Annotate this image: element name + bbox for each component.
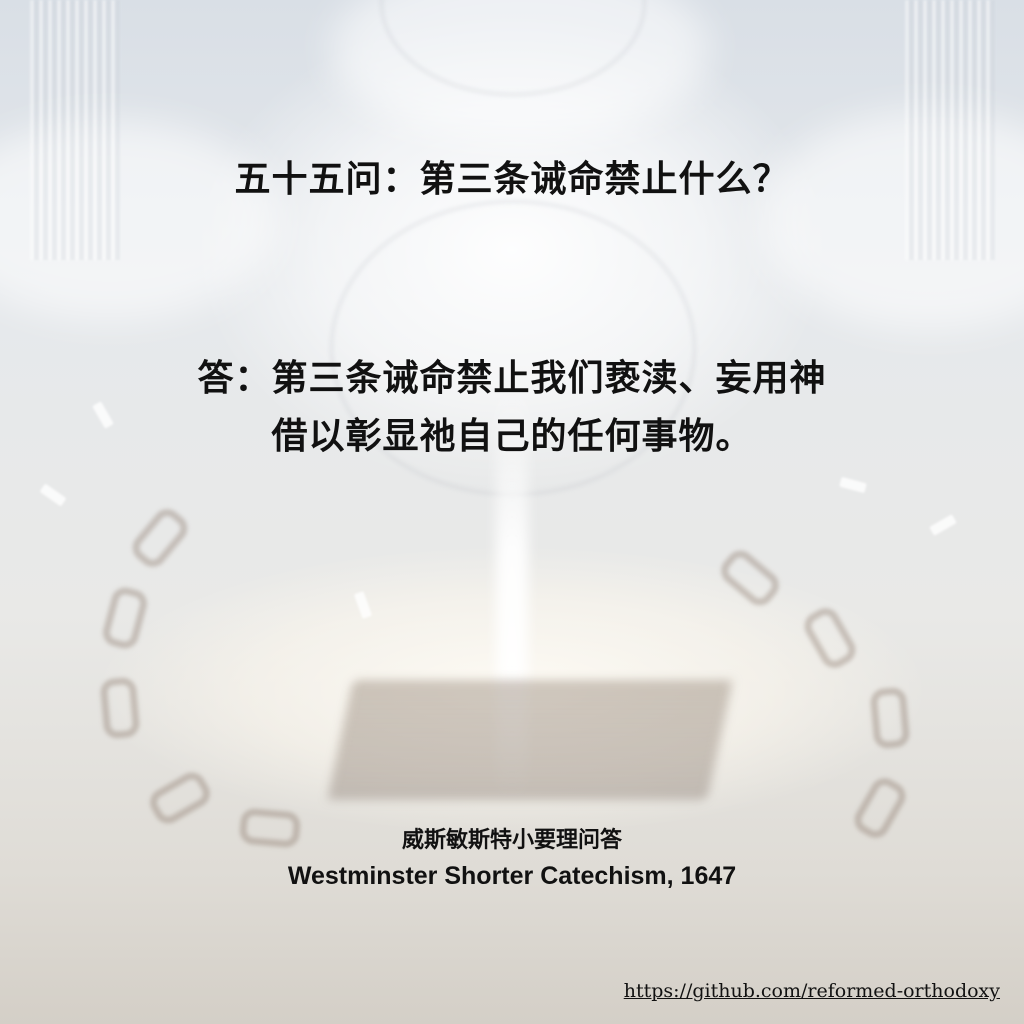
answer-line-2: 借以彰显祂自己的任何事物。 bbox=[271, 416, 753, 457]
pillar-right bbox=[905, 0, 995, 260]
question-heading: 五十五问：第三条诫命禁止什么？ bbox=[234, 159, 790, 200]
cloud-left bbox=[0, 120, 280, 320]
cloud-right bbox=[760, 110, 1024, 330]
github-link[interactable]: https://github.com/reformed-orthodoxy bbox=[623, 980, 1000, 1002]
pillar-left bbox=[30, 0, 120, 260]
source-title-en: Westminster Shorter Catechism, 1647 bbox=[287, 862, 737, 890]
answer-line-1: 答：第三条诫命禁止我们亵渎、妄用神 bbox=[197, 358, 827, 399]
answer-text: 答：第三条诫命禁止我们亵渎、妄用神 借以彰显祂自己的任何事物。 bbox=[150, 350, 874, 466]
source-title-zh: 威斯敏斯特小要理问答 bbox=[401, 828, 622, 853]
light-beam bbox=[496, 380, 528, 800]
